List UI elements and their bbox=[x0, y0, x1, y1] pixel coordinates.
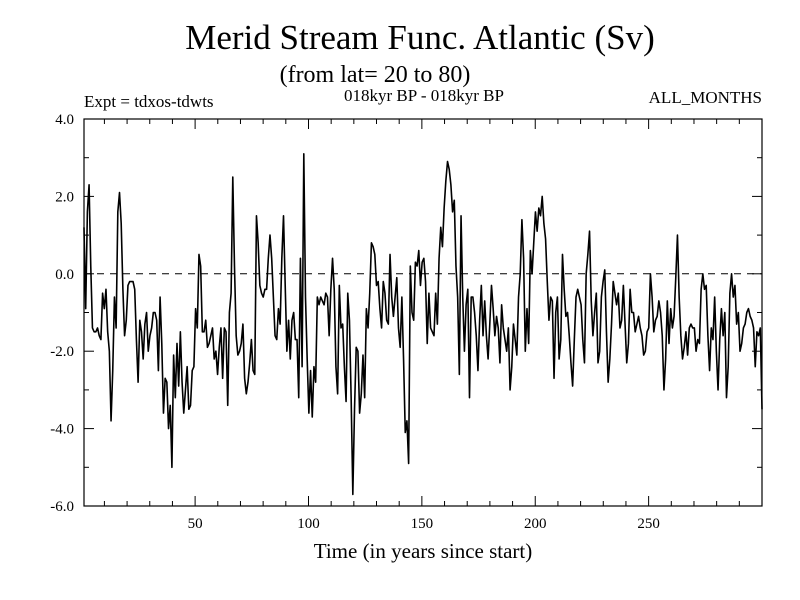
series-line bbox=[83, 153, 763, 496]
y-tick-label: 0.0 bbox=[55, 267, 74, 283]
x-tick-label: 150 bbox=[411, 516, 434, 532]
y-tick-label: -2.0 bbox=[50, 344, 74, 360]
axis-ticks: -6.0 -4.0 -2.0 0.0 2.0 4.0 50 100 150 200 250 bbox=[50, 112, 762, 532]
period-label: 018kyr BP - 018kyr BP bbox=[344, 86, 504, 105]
y-tick-label: -4.0 bbox=[50, 422, 74, 438]
chart-title: Merid Stream Func. Atlantic (Sv) bbox=[185, 18, 655, 57]
y-tick-label: 2.0 bbox=[55, 189, 74, 205]
x-tick-label: 250 bbox=[637, 516, 660, 532]
chart-subtitle: (from lat= 20 to 80) bbox=[280, 62, 471, 88]
x-axis-label: Time (in years since start) bbox=[314, 539, 533, 563]
x-tick-label: 200 bbox=[524, 516, 547, 532]
x-tick-label: 50 bbox=[188, 516, 203, 532]
x-tick-label: 100 bbox=[297, 516, 320, 532]
y-tick-label: 4.0 bbox=[55, 112, 74, 128]
y-tick-label: -6.0 bbox=[50, 499, 74, 515]
experiment-label: Expt = tdxos-tdwts bbox=[84, 92, 214, 111]
months-label: ALL_MONTHS bbox=[649, 88, 762, 107]
